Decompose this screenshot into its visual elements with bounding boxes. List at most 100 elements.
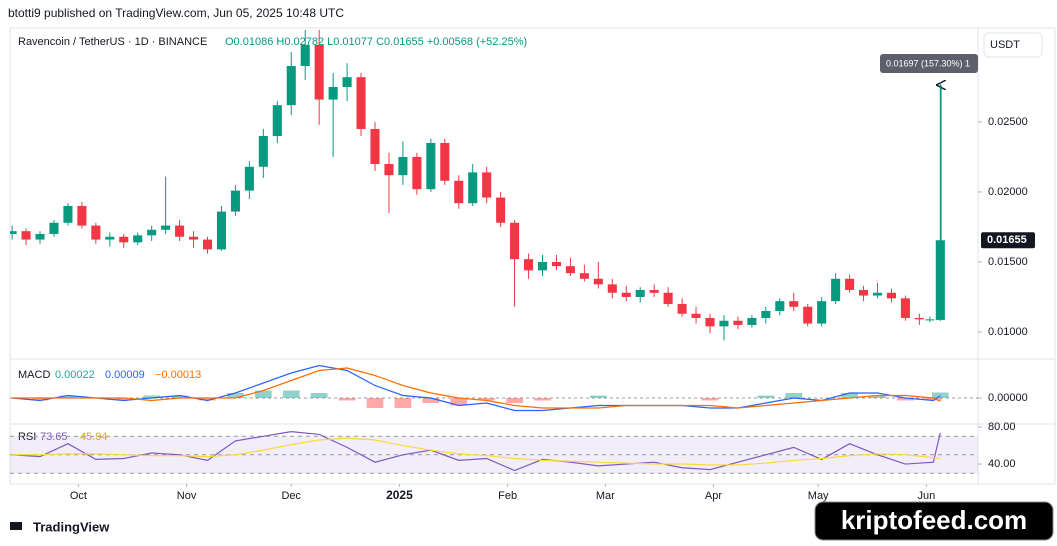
- histogram-bar: [59, 395, 77, 398]
- candle-body: [286, 65, 296, 106]
- currency-label[interactable]: USDT: [990, 39, 1020, 51]
- rsi-readout: 73.65: [40, 431, 68, 443]
- x-tick-label: Apr: [705, 490, 722, 502]
- candle-body: [510, 222, 520, 260]
- histogram-bar: [869, 395, 886, 398]
- candle-body: [900, 298, 910, 318]
- histogram-bar: [282, 390, 300, 398]
- measure-label: 0.01697 (157.30%) 1: [886, 58, 970, 68]
- candle-body: [63, 205, 73, 223]
- histogram-bar: [841, 393, 858, 398]
- candle-body: [161, 225, 171, 230]
- candle-body: [105, 236, 115, 240]
- price-pane: [10, 30, 945, 341]
- currency-button[interactable]: [983, 32, 1043, 58]
- x-tick-label: Oct: [70, 490, 87, 502]
- histogram-bar: [143, 395, 161, 398]
- candle-body: [230, 190, 240, 212]
- candle-body: [524, 259, 534, 271]
- candle-body: [119, 236, 129, 243]
- tradingview-logo: TradingView: [10, 519, 110, 534]
- candle-body: [705, 317, 715, 327]
- candle-body: [440, 142, 450, 181]
- histogram-bar: [534, 398, 551, 401]
- symbol-title: Ravencoin / TetherUS · 1D · BINANCE: [18, 36, 207, 48]
- candle-body: [537, 261, 548, 271]
- y-tick-label: 0.02000: [988, 186, 1028, 198]
- macd-signal-readout: −0.00013: [155, 369, 201, 381]
- candle-body: [747, 317, 757, 325]
- histogram-bar: [757, 395, 775, 398]
- watermark: kriptofeed.com: [841, 505, 1027, 535]
- x-tick-label: Nov: [177, 490, 197, 502]
- candle-body: [244, 166, 254, 191]
- candle-body: [202, 239, 213, 250]
- measure-box: [880, 54, 978, 73]
- histogram-bar: [924, 398, 942, 401]
- y-tick-label: 0.00000: [988, 392, 1028, 404]
- logo-mark: [10, 522, 22, 530]
- x-tick-label: Jun: [917, 490, 935, 502]
- candle-body: [733, 320, 743, 325]
- indicator-line: [12, 431, 941, 472]
- histogram-bar: [931, 392, 949, 398]
- macd-hist-readout: 0.00022: [55, 369, 95, 381]
- histogram-bar: [785, 393, 803, 398]
- candle-body: [77, 205, 87, 226]
- histogram-bar: [478, 398, 496, 401]
- logo-text: TradingView: [33, 519, 110, 534]
- macd-line-readout: 0.00009: [105, 369, 145, 381]
- histogram-bar: [115, 398, 133, 401]
- indicator-line: [12, 364, 941, 412]
- candle-body: [935, 240, 945, 320]
- y-tick-label: 80.00: [988, 421, 1016, 433]
- candle-body: [300, 44, 310, 66]
- candle-body: [412, 156, 422, 190]
- candle-body: [398, 156, 408, 176]
- histogram-bar: [338, 398, 356, 401]
- candle-body: [175, 225, 185, 237]
- candle-body: [914, 317, 924, 320]
- candle-body: [10, 231, 17, 234]
- candle-body: [845, 278, 855, 290]
- candle-body: [621, 292, 631, 297]
- candle-body: [761, 310, 771, 318]
- histogram-bar: [227, 393, 244, 398]
- candle-body: [133, 235, 143, 243]
- ohlc-readout: O0.01086 H0.02782 L0.01077 C0.01655 +0.0…: [225, 36, 527, 48]
- candle-body: [91, 225, 101, 240]
- candle-body: [886, 292, 896, 299]
- candle-body: [216, 211, 227, 250]
- histogram-bar: [254, 390, 272, 398]
- candle-body: [189, 236, 199, 240]
- candle-body: [719, 320, 729, 327]
- candle-body: [272, 105, 282, 136]
- candle-body: [775, 301, 785, 311]
- candle-body: [496, 197, 506, 223]
- candle-body: [342, 77, 352, 87]
- candle-body: [49, 222, 59, 234]
- watermark-box: [814, 501, 1054, 541]
- candle-body: [872, 292, 883, 296]
- candle-body: [551, 261, 561, 267]
- histogram-bar: [310, 393, 328, 398]
- histogram-bar: [701, 398, 719, 401]
- histogram-bar: [422, 398, 440, 403]
- candle-body: [314, 44, 324, 100]
- candle-body: [384, 163, 394, 176]
- candle-body: [482, 172, 492, 198]
- histogram-bar: [366, 398, 384, 408]
- candle-body: [454, 180, 464, 204]
- x-tick-label: Mar: [596, 490, 615, 502]
- x-tick-label: Feb: [498, 490, 517, 502]
- x-tick-label: Dec: [281, 490, 301, 502]
- candle-body: [579, 273, 589, 279]
- histogram-bar: [171, 395, 188, 398]
- rsi-ma-readout: 45.94: [80, 431, 108, 443]
- y-tick-label: 40.00: [988, 458, 1016, 470]
- histogram-bar: [31, 398, 49, 401]
- candle-body: [649, 289, 659, 293]
- candle-body: [328, 86, 338, 100]
- histogram-bar: [450, 398, 468, 406]
